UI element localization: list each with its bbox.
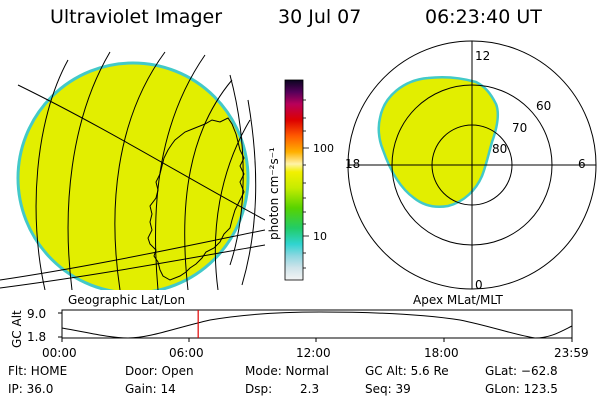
orbit-timeline: GC Alt 9.0 1.8 00:00 06:00 12:00 18:00 2… [10, 307, 589, 360]
timeline-ymax: 9.0 [27, 307, 46, 321]
mlat-label-60: 60 [536, 99, 551, 113]
timeline-frame [61, 309, 573, 339]
meridian-line [67, 51, 111, 290]
flight-status: Flt: HOME [8, 364, 68, 378]
instrument-title: Ultraviolet Imager [50, 6, 223, 28]
meridian-line [155, 54, 206, 290]
sequence-number: Seq: 39 [365, 382, 411, 396]
colorbar-label: photon cm⁻²s⁻¹ [267, 147, 281, 240]
colorbar-tick-100: 100 [313, 142, 334, 155]
geographic-latitude: GLat: −62.8 [485, 364, 558, 378]
door-status: Door: Open [125, 364, 194, 378]
mlt-label-6: 6 [578, 157, 586, 171]
timeline-tick: 23:59 [554, 346, 589, 360]
timeline-tick: 12:00 [296, 346, 331, 360]
left-panel-caption: Geographic Lat/Lon [68, 293, 186, 307]
latitude-line [0, 244, 265, 289]
geographic-longitude: GLon: 123.5 [485, 382, 558, 396]
meridian-line [35, 59, 69, 290]
timeline-ymin: 1.8 [27, 330, 46, 344]
gc-altitude: GC Alt: 5.6 Re [365, 364, 449, 378]
mlat-label-70: 70 [512, 121, 527, 135]
auroral-disk-geographic [16, 61, 250, 290]
dsp-label: Dsp: [245, 382, 273, 396]
timeline-tick: 00:00 [42, 346, 77, 360]
colorbar-tick-10: 10 [313, 230, 327, 243]
mlt-label-18: 18 [345, 157, 360, 171]
polar-plot: 12 0 18 6 60 70 80 [345, 40, 597, 292]
auroral-oval-polar [377, 75, 500, 208]
latitude-line [229, 74, 244, 266]
geo-grid [0, 51, 265, 290]
timeline-ylabel: GC Alt [10, 310, 24, 348]
meridian-line [184, 79, 233, 290]
colorbar-ticks [303, 99, 309, 269]
latitude-line [0, 229, 265, 281]
colorbar: 100 10 photon cm⁻²s⁻¹ [267, 79, 334, 281]
dsp-value: 2.3 [300, 382, 320, 396]
colorbar-gradient [284, 79, 304, 281]
latitude-line [241, 99, 257, 286]
date-label: 30 Jul 07 [278, 6, 362, 28]
ip-value: IP: 36.0 [8, 382, 54, 396]
coastline [147, 117, 245, 281]
mlt-label-12: 12 [475, 49, 490, 63]
mlt-label-0: 0 [475, 278, 483, 292]
timeline-tick: 06:00 [169, 346, 204, 360]
mlat-label-80: 80 [492, 142, 507, 156]
gc-altitude-curve [61, 311, 573, 339]
geographic-map [0, 51, 265, 290]
timeline-tick: 18:00 [424, 346, 459, 360]
mode-status: Mode: Normal [245, 364, 329, 378]
gain-value: Gain: 14 [125, 382, 176, 396]
latitude-line [17, 84, 265, 221]
right-panel-caption: Apex MLat/MLT [413, 293, 503, 307]
meridian-line [214, 119, 251, 290]
time-label: 06:23:40 UT [425, 6, 542, 28]
